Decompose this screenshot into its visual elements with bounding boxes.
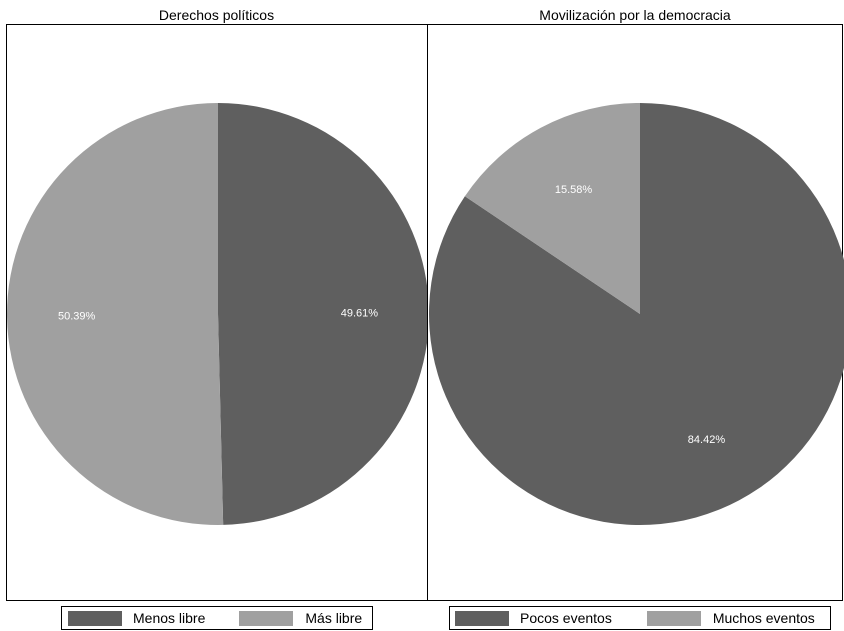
plot-area: 49.61% 50.39% — [6, 24, 428, 601]
chart-title: Movilización por la democracia — [539, 7, 731, 23]
legend-label: Menos libre — [133, 610, 206, 626]
legend: Menos libre Más libre — [61, 606, 373, 630]
legend: Pocos eventos Muchos eventos — [449, 606, 831, 630]
pie-chart-derechos: 49.61% 50.39% — [7, 103, 428, 525]
pie-slice — [464, 103, 640, 314]
legend-label: Muchos eventos — [712, 610, 815, 626]
pie-slice — [429, 103, 844, 525]
slice-data-label: 49.61% — [341, 307, 379, 319]
pie-slice — [7, 103, 224, 525]
legend-swatch — [68, 610, 122, 626]
legend-swatch — [239, 610, 294, 626]
slice-data-label: 15.58% — [555, 184, 593, 196]
legend-item: Muchos eventos — [646, 610, 815, 626]
legend-item: Menos libre — [62, 610, 205, 626]
legend-swatch — [455, 610, 509, 626]
legend-label: Pocos eventos — [520, 610, 612, 626]
pie-chart-movilizacion: 84.42% 15.58% — [429, 103, 844, 525]
plot-area: 84.42% 15.58% — [427, 24, 844, 601]
pie-slice — [218, 103, 428, 525]
legend-item: Más libre — [239, 610, 362, 626]
legend-label: Más libre — [305, 610, 363, 626]
slice-data-label: 50.39% — [58, 311, 96, 323]
chart-title: Derechos políticos — [158, 7, 275, 23]
legend-item: Pocos eventos — [450, 610, 612, 626]
legend-swatch — [646, 610, 701, 626]
slice-data-label: 84.42% — [688, 434, 726, 446]
